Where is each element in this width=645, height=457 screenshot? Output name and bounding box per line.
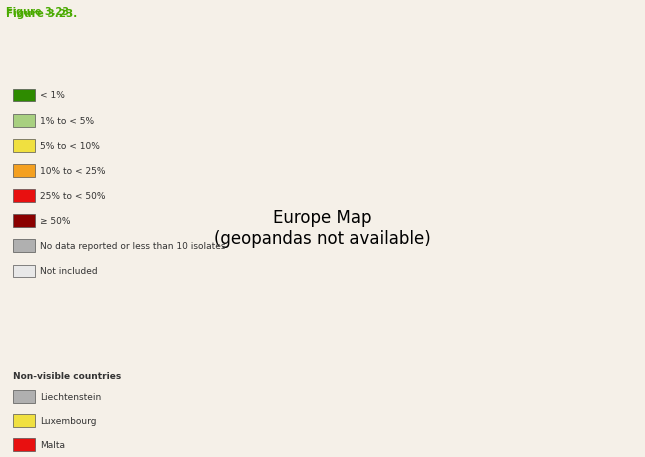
Text: 10% to < 25%: 10% to < 25% bbox=[40, 167, 106, 176]
Text: Liechtenstein: Liechtenstein bbox=[40, 393, 101, 402]
Text: 1% to < 5%: 1% to < 5% bbox=[40, 117, 94, 126]
Text: Not included: Not included bbox=[40, 267, 97, 276]
Text: ≥ 50%: ≥ 50% bbox=[40, 217, 70, 226]
Text: Luxembourg: Luxembourg bbox=[40, 417, 97, 426]
Text: Malta: Malta bbox=[40, 441, 65, 450]
Text: 25% to < 50%: 25% to < 50% bbox=[40, 192, 106, 201]
Text: 5% to < 10%: 5% to < 10% bbox=[40, 142, 100, 151]
Text: No data reported or less than 10 isolates: No data reported or less than 10 isolate… bbox=[40, 242, 226, 251]
Text: Non-visible countries: Non-visible countries bbox=[13, 372, 121, 382]
Text: Figure 3.23.: Figure 3.23. bbox=[6, 7, 77, 17]
Text: Europe Map
(geopandas not available): Europe Map (geopandas not available) bbox=[214, 209, 431, 248]
Text: < 1%: < 1% bbox=[40, 91, 65, 101]
Text: Figure 3.23.: Figure 3.23. bbox=[6, 9, 81, 19]
